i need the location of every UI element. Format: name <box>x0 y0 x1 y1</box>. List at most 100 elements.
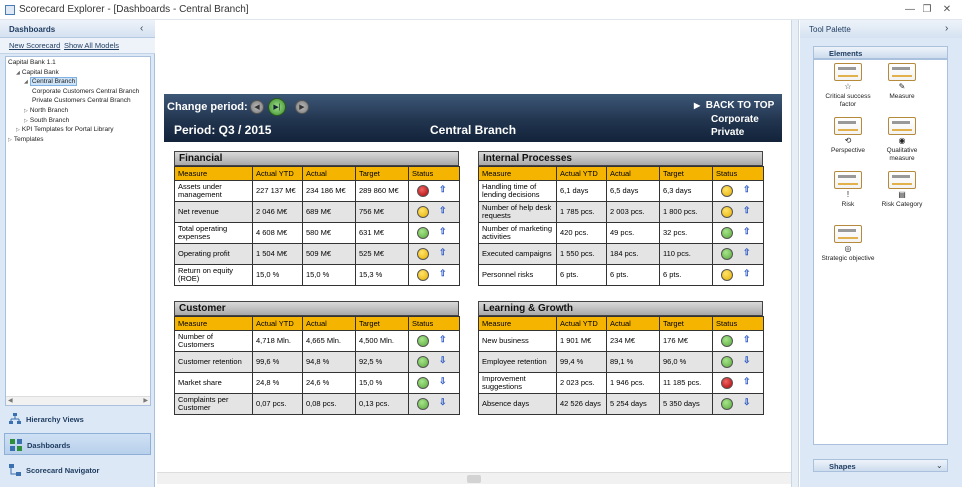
panel-splitter[interactable] <box>791 20 799 487</box>
measure-name[interactable]: Assets under management <box>174 180 253 202</box>
kpi-row[interactable]: Number of Customers 4,718 Mln. 4,665 Mln. 4… <box>174 330 460 352</box>
tree-node-label: KPI Templates for Portal Library <box>21 126 114 134</box>
measure-name[interactable]: Total operating expenses <box>174 222 253 244</box>
measure-name[interactable]: Return on equity (ROE) <box>174 264 253 286</box>
measure-name[interactable]: Net revenue <box>174 201 253 223</box>
kpi-row[interactable]: Net revenue 2 046 M€ 689 M€ 756 M€ ⇧ <box>174 201 460 223</box>
kpi-row[interactable]: New business 1 901 M€ 234 M€ 176 M€ ⇧ <box>478 330 764 352</box>
tree-expander-icon[interactable]: ▷ <box>24 117 28 124</box>
kpi-row[interactable]: Personnel risks 6 pts. 6 pts. 6 pts. ⇧ <box>478 264 764 286</box>
corporate-link[interactable]: Corporate <box>711 113 759 125</box>
kpi-row[interactable]: Customer retention 99,6 % 94,8 % 92,5 % ⇩ <box>174 351 460 373</box>
measure-name[interactable]: Executed campaigns <box>478 243 557 265</box>
next-period-button[interactable]: ▶ <box>295 100 309 114</box>
close-button[interactable]: ✕ <box>942 4 952 15</box>
palette-element[interactable]: ▤ Risk Category <box>874 171 930 209</box>
collapse-right-chevron-icon[interactable]: › <box>945 23 949 34</box>
show-all-models-button[interactable]: Show All Models <box>64 41 120 50</box>
trend-down-arrow-icon: ⇩ <box>439 376 447 386</box>
kpi-row[interactable]: Total operating expenses 4 608 M€ 580 M€ 63… <box>174 222 460 244</box>
kpi-row[interactable]: Number of marketing activities 420 pcs. 49… <box>478 222 764 244</box>
kpi-row[interactable]: Operating profit 1 504 M€ 509 M€ 525 M€ ⇧ <box>174 243 460 265</box>
status-green-indicator <box>417 377 429 389</box>
section-learning-growth: Learning & Growth Measure Actual YTD Actual… <box>478 301 764 415</box>
main-horizontal-scrollbar[interactable] <box>157 472 791 484</box>
tree-node[interactable]: Capital Bank 1.1 <box>8 59 56 67</box>
kpi-row[interactable]: Market share 24,8 % 24,6 % 15,0 % ⇩ <box>174 372 460 394</box>
nav-dashboards[interactable]: Dashboards <box>4 433 151 455</box>
measure-name[interactable]: Complaints per Customer <box>174 393 253 415</box>
palette-element[interactable]: ✎ Measure <box>874 63 930 101</box>
tree-expander-icon[interactable]: ▷ <box>24 108 28 114</box>
shapes-group-header[interactable]: Shapes ⌄ <box>813 459 948 472</box>
nav-hierarchy-views[interactable]: Hierarchy Views <box>4 408 151 430</box>
palette-element[interactable]: ◎ Strategic objective <box>820 225 876 263</box>
kpi-row[interactable]: Number of help desk requests 1 785 pcs. 2 … <box>478 201 764 223</box>
title-bar: Scorecard Explorer - [Dashboards - Centr… <box>0 0 962 20</box>
previous-period-button[interactable]: ◀ <box>250 100 264 114</box>
current-period-button[interactable]: ▶| <box>268 98 286 116</box>
kpi-row[interactable]: Absence days 42 526 days 5 254 days 5 350 d… <box>478 393 764 415</box>
tree-node[interactable]: ▷ North Branch <box>24 107 68 115</box>
tree-expander-icon[interactable]: ▷ <box>16 127 20 134</box>
tool-palette-title: Tool Palette <box>809 25 851 34</box>
kpi-row[interactable]: Executed campaigns 1 550 pcs. 184 pcs. 110 … <box>478 243 764 265</box>
palette-element[interactable]: ⟲ Perspective <box>820 117 876 155</box>
measure-name[interactable]: Personnel risks <box>478 264 557 286</box>
tree-horizontal-scrollbar[interactable]: ◀ ▶ <box>6 396 150 405</box>
kpi-row[interactable]: Assets under management 227 137 M€ 234 186… <box>174 180 460 202</box>
restore-button[interactable]: ❐ <box>922 4 932 15</box>
palette-element[interactable]: ◉ Qualitative measure <box>874 117 930 163</box>
measure-name[interactable]: Handling time of lending decisions <box>478 180 557 202</box>
tree-expander-icon[interactable]: ◢ <box>24 79 28 86</box>
measure-name[interactable]: Customer retention <box>174 351 253 373</box>
tree-node[interactable]: Corporate Customers Central Branch <box>32 88 139 96</box>
dashboard-tree[interactable]: Capital Bank 1.1 ◢ Capital Bank ◢ Central Br… <box>5 56 151 406</box>
measure-name[interactable]: Market share <box>174 372 253 394</box>
measure-name[interactable]: Improvement suggestions <box>478 372 557 394</box>
column-header: Actual <box>606 316 660 331</box>
measure-name[interactable]: Number of help desk requests <box>478 201 557 223</box>
new-scorecard-button[interactable]: New Scorecard <box>9 41 61 50</box>
kpi-value: 94,8 % <box>302 351 356 373</box>
measure-name[interactable]: Number of Customers <box>174 330 253 352</box>
measure-name[interactable]: Number of marketing activities <box>478 222 557 244</box>
measure-name[interactable]: Operating profit <box>174 243 253 265</box>
tree-node[interactable]: Private Customers Central Branch <box>32 97 131 105</box>
tree-node[interactable]: ◢ Central Branch <box>24 77 78 87</box>
kpi-row[interactable]: Return on equity (ROE) 15,0 % 15,0 % 15,3 %… <box>174 264 460 286</box>
tree-expander-icon[interactable]: ▷ <box>8 136 12 143</box>
tree-node[interactable]: ▷ Templates <box>8 136 43 144</box>
elements-group-header[interactable]: Elements <box>813 46 948 59</box>
tree-node-label: Corporate Customers Central Branch <box>32 87 140 95</box>
minimize-button[interactable]: — <box>905 4 915 15</box>
kpi-table: Measure Actual YTD Actual Target Status Numbe… <box>174 316 460 415</box>
status-cell: ⇧ <box>408 222 460 244</box>
tree-node[interactable]: ▷ KPI Templates for Portal Library <box>16 126 114 134</box>
star-icon: ☆ <box>844 82 852 91</box>
nav-scorecard-navigator[interactable]: Scorecard Navigator <box>4 459 151 481</box>
collapse-left-chevron-icon[interactable]: ‹ <box>140 23 144 34</box>
tree-node[interactable]: ◢ Capital Bank <box>16 69 59 77</box>
palette-element[interactable]: ☆ Critical success factor <box>820 63 876 109</box>
section-customer: Customer Measure Actual YTD Actual Target Sta… <box>174 301 460 415</box>
elements-title: Elements <box>829 49 863 58</box>
kpi-value: 1 800 pcs. <box>659 201 713 223</box>
column-header: Measure <box>174 316 253 331</box>
kpi-row[interactable]: Handling time of lending decisions 6,1 da… <box>478 180 764 202</box>
tree-expander-icon[interactable]: ◢ <box>16 69 20 76</box>
kpi-row[interactable]: Complaints per Customer 0,07 pcs. 0,08 pcs… <box>174 393 460 415</box>
kpi-table: Measure Actual YTD Actual Target Status Handl… <box>478 166 764 286</box>
back-to-top-link[interactable]: ▶ BACK TO TOP <box>694 99 774 113</box>
kpi-value: 6,1 days <box>556 180 607 202</box>
tree-node[interactable]: ▷ South Branch <box>24 117 69 125</box>
measure-name[interactable]: Absence days <box>478 393 557 415</box>
scroll-thumb[interactable] <box>467 475 481 483</box>
status-cell: ⇩ <box>712 393 764 415</box>
kpi-row[interactable]: Employee retention 99,4 % 89,1 % 96,0 % ⇩ <box>478 351 764 373</box>
kpi-row[interactable]: Improvement suggestions 2 023 pcs. 1 946 p… <box>478 372 764 394</box>
measure-name[interactable]: Employee retention <box>478 351 557 373</box>
measure-name[interactable]: New business <box>478 330 557 352</box>
private-link[interactable]: Private <box>711 127 745 138</box>
palette-element[interactable]: ! Risk <box>820 171 876 209</box>
